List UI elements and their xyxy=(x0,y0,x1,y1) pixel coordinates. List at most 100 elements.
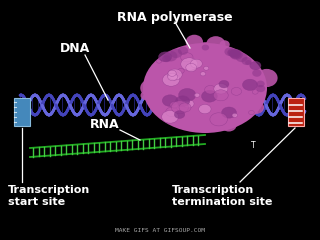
Ellipse shape xyxy=(168,73,178,81)
Ellipse shape xyxy=(250,61,261,70)
Ellipse shape xyxy=(248,101,264,114)
Ellipse shape xyxy=(162,110,179,123)
Text: RNA polymerase: RNA polymerase xyxy=(117,12,233,24)
Ellipse shape xyxy=(214,84,228,94)
Ellipse shape xyxy=(171,101,188,114)
Ellipse shape xyxy=(140,91,152,100)
Ellipse shape xyxy=(178,68,184,73)
Ellipse shape xyxy=(174,111,185,119)
Ellipse shape xyxy=(243,79,258,90)
Ellipse shape xyxy=(155,96,176,114)
Ellipse shape xyxy=(178,47,188,55)
Ellipse shape xyxy=(256,69,278,87)
Ellipse shape xyxy=(220,40,230,49)
Ellipse shape xyxy=(149,98,166,112)
Ellipse shape xyxy=(213,50,232,65)
Ellipse shape xyxy=(179,89,196,101)
Ellipse shape xyxy=(143,43,267,133)
Text: Transcription
termination site: Transcription termination site xyxy=(172,185,272,207)
Ellipse shape xyxy=(210,113,228,126)
Ellipse shape xyxy=(179,103,191,112)
Ellipse shape xyxy=(222,107,236,118)
Text: DNA: DNA xyxy=(60,42,90,54)
Ellipse shape xyxy=(190,115,205,127)
Ellipse shape xyxy=(190,59,202,68)
Ellipse shape xyxy=(204,66,209,70)
Ellipse shape xyxy=(235,51,240,55)
Ellipse shape xyxy=(256,81,265,87)
Ellipse shape xyxy=(229,50,239,57)
Ellipse shape xyxy=(230,49,242,59)
Ellipse shape xyxy=(202,90,217,102)
Ellipse shape xyxy=(249,110,254,115)
Ellipse shape xyxy=(166,107,178,117)
Ellipse shape xyxy=(181,58,198,70)
Ellipse shape xyxy=(225,71,243,86)
Ellipse shape xyxy=(245,60,252,65)
Ellipse shape xyxy=(156,59,162,63)
Ellipse shape xyxy=(233,72,251,87)
Ellipse shape xyxy=(230,49,243,60)
Ellipse shape xyxy=(165,82,178,93)
Ellipse shape xyxy=(168,70,176,76)
Ellipse shape xyxy=(231,87,242,95)
Ellipse shape xyxy=(170,49,182,58)
Text: MAKE GIFS AT GIFSOUP.COM: MAKE GIFS AT GIFSOUP.COM xyxy=(115,228,205,233)
Ellipse shape xyxy=(151,84,173,102)
Ellipse shape xyxy=(211,115,226,127)
Ellipse shape xyxy=(173,95,184,104)
Ellipse shape xyxy=(215,45,227,54)
Ellipse shape xyxy=(170,102,179,108)
Ellipse shape xyxy=(140,79,161,97)
Ellipse shape xyxy=(175,96,190,107)
Ellipse shape xyxy=(202,45,209,50)
Ellipse shape xyxy=(158,52,172,62)
Ellipse shape xyxy=(185,47,208,65)
Ellipse shape xyxy=(163,73,180,86)
Ellipse shape xyxy=(194,93,200,97)
Ellipse shape xyxy=(183,46,203,62)
Ellipse shape xyxy=(178,111,198,128)
Ellipse shape xyxy=(201,50,219,65)
Ellipse shape xyxy=(183,100,194,108)
Ellipse shape xyxy=(252,73,262,81)
Ellipse shape xyxy=(211,47,227,61)
Ellipse shape xyxy=(164,51,177,61)
Text: Transcription
start site: Transcription start site xyxy=(8,185,90,207)
Ellipse shape xyxy=(197,42,213,56)
Ellipse shape xyxy=(228,49,236,55)
Ellipse shape xyxy=(219,80,229,88)
Ellipse shape xyxy=(180,110,192,120)
Bar xyxy=(288,98,304,126)
Ellipse shape xyxy=(206,36,226,52)
Ellipse shape xyxy=(224,48,235,56)
Ellipse shape xyxy=(162,95,178,106)
Ellipse shape xyxy=(205,85,216,94)
Ellipse shape xyxy=(180,117,193,128)
Ellipse shape xyxy=(174,99,188,110)
Ellipse shape xyxy=(181,53,193,62)
Ellipse shape xyxy=(221,119,237,132)
Ellipse shape xyxy=(229,66,245,80)
Ellipse shape xyxy=(186,35,203,49)
Ellipse shape xyxy=(227,48,238,57)
Ellipse shape xyxy=(226,67,244,81)
Text: T: T xyxy=(251,141,255,150)
Ellipse shape xyxy=(232,113,237,117)
Ellipse shape xyxy=(186,63,197,72)
Ellipse shape xyxy=(180,61,194,74)
Ellipse shape xyxy=(226,60,242,74)
Ellipse shape xyxy=(256,85,265,92)
Ellipse shape xyxy=(213,90,228,101)
Text: RNA: RNA xyxy=(90,119,120,132)
Ellipse shape xyxy=(162,84,177,96)
Bar xyxy=(14,98,30,126)
Ellipse shape xyxy=(252,69,261,77)
Ellipse shape xyxy=(200,72,206,76)
Ellipse shape xyxy=(229,49,241,59)
Ellipse shape xyxy=(242,57,252,65)
Ellipse shape xyxy=(173,55,189,68)
Ellipse shape xyxy=(162,55,171,62)
Ellipse shape xyxy=(252,90,258,94)
Ellipse shape xyxy=(199,104,211,114)
